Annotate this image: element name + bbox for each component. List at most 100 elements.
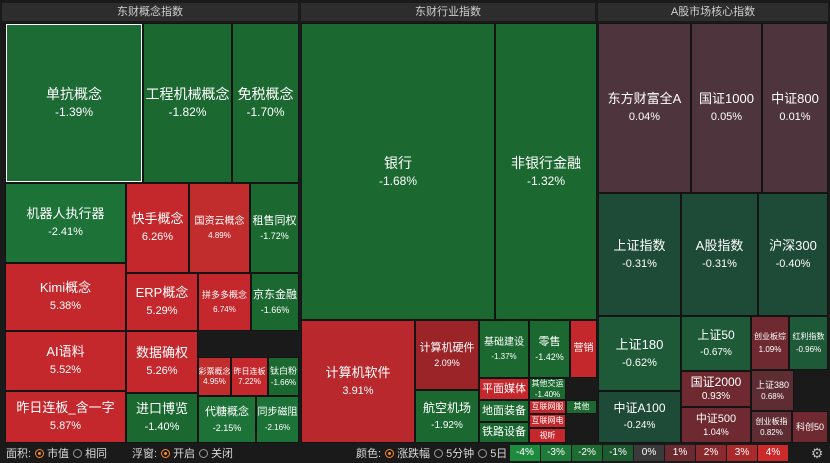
tile-name: 代糖概念 bbox=[205, 406, 249, 418]
tile-change-percent: -0.31% bbox=[702, 257, 737, 270]
heatmap-tile[interactable]: 其他交运 -1.40% bbox=[529, 378, 566, 400]
tile-change-percent: 6.74% bbox=[213, 304, 236, 314]
tile-change-percent: 5.87% bbox=[49, 420, 82, 433]
area-option-equal[interactable]: 相同 bbox=[85, 448, 108, 460]
heatmap-tile[interactable]: 营销 bbox=[570, 320, 597, 378]
color-option-5min[interactable]: 5分钟 bbox=[446, 448, 475, 460]
heatmap-tile[interactable]: 基础建设 -1.37% bbox=[479, 320, 529, 378]
tile-change-percent: 0.93% bbox=[701, 390, 731, 402]
float-option-off[interactable]: 关闭 bbox=[211, 448, 234, 460]
heatmap-tile[interactable]: 互联网电 bbox=[529, 414, 566, 428]
heatmap-tile[interactable]: 同步磁阻 -2.16% bbox=[256, 396, 299, 443]
heatmap-tile[interactable]: 零售 -1.42% bbox=[529, 320, 570, 378]
heatmap-tile[interactable]: 非银行金融 -1.32% bbox=[495, 23, 597, 320]
tile-change-percent: -1.82% bbox=[168, 105, 207, 120]
heatmap-tile[interactable]: 中证500 1.04% bbox=[681, 407, 751, 443]
tile-name: 中证800 bbox=[771, 91, 819, 107]
heatmap-tile[interactable]: 创业板指 0.82% bbox=[751, 411, 792, 443]
color-option-change[interactable]: 涨跌幅 bbox=[397, 448, 431, 460]
area-option-market-cap[interactable]: 市值 bbox=[47, 448, 70, 460]
heatmap-tile[interactable]: 东方财富全A 0.04% bbox=[598, 23, 691, 193]
tile-name: 中证500 bbox=[695, 413, 737, 425]
heatmap-tile[interactable]: 彩票概念 4.95% bbox=[198, 357, 231, 396]
color-option-5day[interactable]: 5日 bbox=[490, 448, 508, 460]
tile-name: ERP概念 bbox=[135, 285, 189, 301]
tile-name: 非银行金融 bbox=[511, 154, 581, 171]
heatmap-tile[interactable]: 拼多多概念 6.74% bbox=[198, 273, 251, 331]
heatmap-tile[interactable]: 国资云概念 4.89% bbox=[189, 183, 250, 273]
tile-name: 东方财富全A bbox=[607, 91, 682, 107]
heatmap-tile[interactable]: 代糖概念 -2.15% bbox=[198, 396, 256, 443]
gear-icon[interactable]: ⚙ bbox=[810, 445, 824, 461]
area-radio-equal[interactable] bbox=[73, 448, 83, 458]
heatmap-tile[interactable]: 昨日连板 7.22% bbox=[231, 357, 268, 396]
tile-name: 进口博览 bbox=[135, 401, 188, 417]
heatmap-tile[interactable]: 京东金融 -1.66% bbox=[251, 273, 299, 331]
color-radio-change[interactable] bbox=[385, 448, 395, 458]
heatmap-tile[interactable]: 国证1000 0.05% bbox=[691, 23, 762, 193]
heatmap-tile[interactable]: 机器人执行器 -2.41% bbox=[5, 183, 126, 263]
heatmap-tile[interactable]: AI语料 5.52% bbox=[5, 331, 126, 391]
float-radio-on[interactable] bbox=[161, 448, 171, 458]
heatmap-tile[interactable]: Kimi概念 5.38% bbox=[5, 263, 126, 331]
heatmap-tile[interactable]: 计算机硬件 2.09% bbox=[415, 320, 479, 390]
heatmap-tile[interactable]: 视听 bbox=[529, 428, 566, 443]
tile-change-percent: 5.52% bbox=[49, 364, 82, 377]
heatmap-tile[interactable]: 快手概念 6.26% bbox=[126, 183, 189, 273]
heatmap-tile[interactable]: 进口博览 -1.40% bbox=[126, 393, 198, 443]
heatmap-tile[interactable]: 租售同权 -1.72% bbox=[250, 183, 299, 273]
heatmap-tile[interactable]: 地面装备 bbox=[479, 400, 529, 422]
heatmap-tile[interactable]: 免税概念 -1.70% bbox=[232, 23, 299, 183]
heatmap-tile[interactable]: 中证A100 -0.24% bbox=[598, 391, 681, 443]
tile-change-percent: -1.39% bbox=[54, 105, 94, 120]
heatmap-tile[interactable]: 银行 -1.68% bbox=[301, 23, 495, 320]
legend-swatch: 3% bbox=[727, 445, 758, 461]
tile-change-percent: -1.66% bbox=[270, 377, 297, 387]
heatmap-tile[interactable]: 昨日连板_含一字 5.87% bbox=[5, 391, 126, 443]
tile-name: 基础建设 bbox=[484, 336, 524, 348]
heatmap-tile[interactable]: 互联网服 bbox=[529, 400, 566, 414]
area-radio-market-cap[interactable] bbox=[35, 448, 45, 458]
heatmap-tile[interactable]: 铁路设备 bbox=[479, 422, 529, 443]
tile-name: 快手概念 bbox=[131, 211, 184, 227]
heatmap-tile[interactable]: 计算机软件 3.91% bbox=[301, 320, 415, 443]
legend-swatch: 1% bbox=[665, 445, 696, 461]
tile-change-percent: 4.89% bbox=[208, 231, 231, 241]
color-radio-5min[interactable] bbox=[434, 448, 444, 458]
heatmap-tile[interactable]: 上证50 -0.67% bbox=[681, 316, 751, 371]
heatmap-tile[interactable]: 单抗概念 -1.39% bbox=[5, 23, 143, 183]
heatmap-tile[interactable]: 红利指数 -0.96% bbox=[789, 316, 828, 370]
tile-change-percent: 4.95% bbox=[203, 377, 226, 386]
heatmap-tile[interactable]: 钛白粉 -1.66% bbox=[268, 357, 299, 396]
panel-header-industry: 东财行业指数 bbox=[301, 3, 595, 21]
heatmap-tile[interactable]: 其他 bbox=[566, 400, 597, 414]
color-label: 颜色: bbox=[356, 448, 382, 460]
tile-name: 数据确权 bbox=[135, 345, 188, 361]
heatmap-tile[interactable]: 上证180 -0.62% bbox=[598, 316, 681, 391]
heatmap-tile[interactable]: 中证800 0.01% bbox=[762, 23, 828, 193]
heatmap-tile[interactable]: 上证指数 -0.31% bbox=[598, 193, 681, 316]
area-control: 面积: 市值 相同 bbox=[6, 443, 107, 463]
tile-name: 上证指数 bbox=[613, 237, 666, 253]
tile-name: 营销 bbox=[573, 343, 594, 355]
heatmap-tile[interactable]: 国证2000 0.93% bbox=[681, 371, 751, 407]
heatmap-tile[interactable]: ERP概念 5.29% bbox=[126, 273, 198, 331]
tile-name: 同步磁阻 bbox=[257, 407, 298, 419]
heatmap-tile[interactable]: 科创50 bbox=[792, 411, 828, 443]
tile-change-percent: 5.29% bbox=[146, 305, 178, 318]
heatmap-tile[interactable]: 平面媒体 bbox=[479, 378, 529, 400]
color-radio-5day[interactable] bbox=[478, 448, 488, 458]
float-radio-off[interactable] bbox=[199, 448, 209, 458]
heatmap-tile[interactable]: 数据确权 5.26% bbox=[126, 331, 198, 393]
tile-name: 红利指数 bbox=[792, 331, 825, 341]
heatmap-tile[interactable]: 工程机械概念 -1.82% bbox=[143, 23, 232, 183]
tile-name: 平面媒体 bbox=[482, 382, 526, 395]
heatmap-tile[interactable]: 创业板综 1.09% bbox=[751, 316, 789, 370]
legend-swatch: -2% bbox=[572, 445, 603, 461]
heatmap-tile[interactable]: 上证380 0.68% bbox=[751, 370, 794, 411]
float-option-on[interactable]: 开启 bbox=[173, 448, 196, 460]
heatmap-tile[interactable]: 航空机场 -1.92% bbox=[415, 390, 479, 443]
heatmap-tile[interactable]: 沪深300 -0.40% bbox=[758, 193, 828, 316]
heatmap-tile[interactable]: A股指数 -0.31% bbox=[681, 193, 758, 316]
tile-change-percent: -1.40% bbox=[144, 421, 180, 434]
